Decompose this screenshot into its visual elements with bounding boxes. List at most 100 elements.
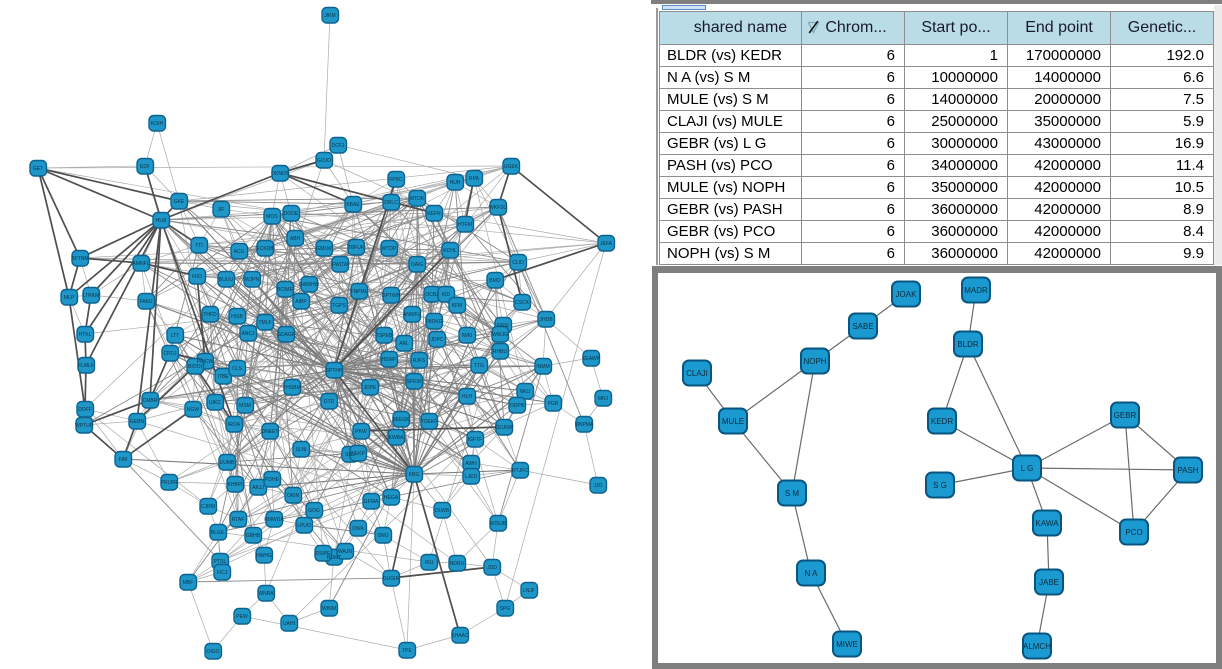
svg-text:UUMB: UUMB	[220, 460, 235, 466]
svg-text:FPBC: FPBC	[389, 177, 403, 183]
svg-text:CLS: CLS	[232, 366, 242, 372]
svg-text:HISB: HISB	[231, 314, 243, 320]
svg-text:PPICW: PPICW	[197, 359, 214, 365]
svg-text:ACG: ACG	[234, 249, 245, 255]
svg-text:ECKDB: ECKDB	[256, 246, 274, 252]
svg-text:KHBPI: KHBPI	[227, 482, 242, 488]
svg-text:PEW: PEW	[236, 614, 248, 620]
svg-text:THSBM: THSBM	[283, 385, 301, 391]
svg-text:PCO: PCO	[1125, 528, 1142, 537]
svg-text:FIM: FIM	[119, 457, 128, 463]
svg-text:OKNDS: OKNDS	[271, 171, 289, 177]
svg-text:NEKP: NEKP	[351, 451, 365, 457]
svg-text:IWKI: IWKI	[462, 333, 473, 339]
svg-text:GWRHW: GWRHW	[299, 282, 320, 288]
svg-text:DRLC: DRLC	[384, 200, 398, 206]
svg-text:UIKC: UIKC	[209, 400, 221, 406]
svg-text:DTD: DTD	[324, 399, 335, 405]
svg-text:WAJN: WAJN	[338, 549, 352, 555]
svg-text:JEFA: JEFA	[600, 241, 613, 247]
svg-text:UGEK: UGEK	[504, 164, 519, 170]
svg-text:LPUO: LPUO	[297, 523, 311, 529]
svg-text:KID: KID	[442, 292, 451, 298]
svg-text:OIGO: OIGO	[206, 649, 219, 655]
svg-text:MRJ: MRJ	[598, 396, 609, 402]
svg-text:WKFSU: WKFSU	[489, 205, 507, 211]
svg-text:WNRA: WNRA	[258, 591, 274, 597]
svg-text:ANWFU: ANWFU	[403, 312, 422, 318]
svg-text:MBF: MBF	[183, 580, 194, 586]
svg-text:RIU: RIU	[425, 560, 434, 566]
svg-text:MSM: MSM	[239, 403, 251, 409]
svg-text:TGPS: TGPS	[332, 303, 346, 309]
svg-text:ITBE: ITBE	[217, 374, 229, 380]
svg-text:S M: S M	[785, 489, 800, 498]
svg-text:TMLF: TMLF	[258, 320, 271, 326]
svg-text:DPTWH: DPTWH	[382, 293, 401, 299]
svg-text:WISUB: WISUB	[490, 521, 507, 527]
svg-text:UAHI: UAHI	[283, 621, 295, 627]
svg-text:KFM: KFM	[452, 303, 463, 309]
svg-text:FICJ: FICJ	[217, 570, 228, 576]
svg-text:BUUU: BUUU	[219, 277, 234, 283]
svg-text:BIOOI: BIOOI	[188, 364, 202, 370]
svg-text:RTJFC: RTJFC	[512, 468, 528, 474]
svg-text:GDAGF: GDAGF	[277, 332, 295, 338]
svg-text:WWJG: WWJG	[492, 332, 508, 338]
svg-text:DLWB: DLWB	[435, 508, 450, 514]
svg-text:JDPC: JDPC	[430, 337, 443, 343]
svg-text:RHBU: RHBU	[493, 349, 508, 355]
svg-text:ANCJ: ANCJ	[241, 331, 255, 337]
svg-text:NSSI: NSSI	[497, 323, 509, 329]
svg-text:PKW: PKW	[355, 429, 367, 435]
svg-text:FBDKG: FBDKG	[425, 319, 442, 325]
svg-text:MTDK: MTDK	[410, 196, 425, 202]
svg-text:KHAAC: KHAAC	[451, 633, 469, 639]
svg-text:WJPN: WJPN	[245, 277, 260, 283]
svg-text:ODPB: ODPB	[510, 403, 525, 409]
svg-text:AKJJ: AKJJ	[252, 485, 264, 491]
svg-text:SPG: SPG	[500, 606, 511, 612]
svg-text:CMBR: CMBR	[143, 398, 158, 404]
svg-text:CJRM: CJRM	[201, 504, 215, 510]
svg-text:SPTHP: SPTHP	[326, 368, 343, 374]
svg-text:KEAWP: KEAWP	[582, 356, 601, 362]
svg-text:L G: L G	[1021, 464, 1034, 473]
svg-text:CEUNW: CEUNW	[495, 425, 514, 431]
svg-text:ALMCH: ALMCH	[1023, 642, 1051, 651]
svg-text:THFD: THFD	[203, 312, 217, 318]
svg-text:NGW: NGW	[187, 407, 200, 413]
svg-text:INMM: INMM	[536, 364, 549, 370]
svg-text:MOS: MOS	[266, 214, 278, 220]
svg-text:KCHL: KCHL	[443, 248, 457, 254]
svg-text:GFMA: GFMA	[364, 499, 379, 505]
svg-text:FWCW: FWCW	[332, 262, 348, 268]
svg-text:WTDP: WTDP	[382, 246, 397, 252]
svg-text:WPTUP: WPTUP	[75, 423, 94, 429]
svg-text:HTKL: HTKL	[79, 332, 92, 338]
svg-text:TOEKF: TOEKF	[421, 419, 438, 425]
svg-text:ARL: ARL	[399, 341, 409, 347]
svg-text:JIKM: JIKM	[324, 13, 335, 19]
svg-text:GEBR: GEBR	[1114, 411, 1137, 420]
svg-text:MIWE: MIWE	[836, 640, 858, 649]
svg-text:FLMLF: FLMLF	[78, 363, 94, 369]
svg-text:AIBP: AIBP	[295, 299, 307, 305]
svg-text:KWBA: KWBA	[389, 435, 404, 441]
svg-text:GMLW: GMLW	[316, 246, 331, 252]
svg-text:JABE: JABE	[1039, 578, 1059, 587]
svg-text:TTG: TTG	[474, 363, 484, 369]
svg-text:MULE: MULE	[722, 417, 744, 426]
svg-text:KEDR: KEDR	[931, 417, 953, 426]
svg-text:OCBJ: OCBJ	[425, 292, 439, 298]
svg-text:DCFJ: DCFJ	[332, 143, 345, 149]
svg-text:GKE: GKE	[174, 199, 185, 205]
svg-text:PGR: PGR	[548, 401, 559, 407]
svg-text:FAKU: FAKU	[139, 299, 152, 305]
svg-text:JIF: JIF	[218, 207, 225, 213]
svg-text:DWA: DWA	[352, 526, 364, 532]
svg-text:ABH: ABH	[290, 236, 301, 242]
svg-text:FIIO: FIIO	[192, 274, 202, 280]
svg-text:CLAJI: CLAJI	[686, 369, 708, 378]
svg-text:JHDB: JHDB	[539, 317, 553, 323]
